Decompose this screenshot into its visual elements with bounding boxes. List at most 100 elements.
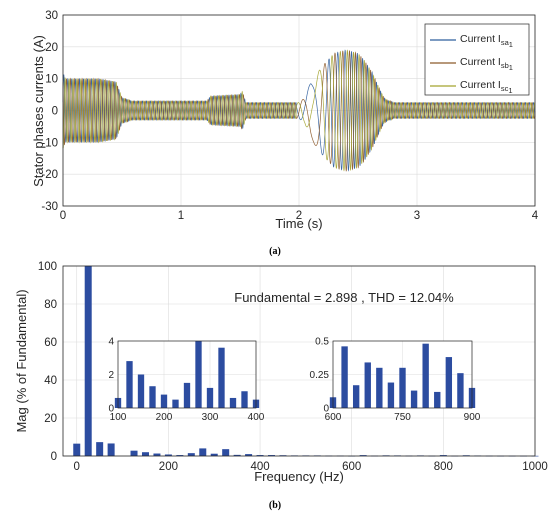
x-tick-label: 1000 <box>522 461 548 473</box>
inset-y-tick-label: 0.25 <box>310 370 330 381</box>
inset-bar-150hz <box>137 374 145 408</box>
y-tick-label: 0 <box>52 106 58 118</box>
inset-bar-825hz <box>434 391 441 408</box>
inset-bar-875hz <box>457 373 464 408</box>
x-tick-label: 1 <box>178 210 184 222</box>
panel-b-title: Fundamental = 2.898 , THD = 12.04% <box>234 290 454 305</box>
panel-a-tick-labels: 0 1 2 3 4 -30 -20 -10 0 10 20 30 <box>41 10 538 222</box>
bar-150hz <box>141 452 149 456</box>
inset-bar-675hz <box>364 362 371 408</box>
bar-125hz <box>130 450 138 456</box>
inset-100-400: 100 200 300 400 0 2 4 <box>108 337 264 424</box>
y-tick-label: -20 <box>41 169 58 181</box>
panel-b-x-axis-label: Frequency (Hz) <box>254 469 344 484</box>
inset-bar-300hz <box>206 387 214 408</box>
x-tick-label: 400 <box>250 461 269 473</box>
bar-625hz <box>359 455 367 456</box>
inset-y-tick-label: 0 <box>323 404 329 415</box>
x-tick-label: 600 <box>342 461 361 473</box>
inset-bar-350hz <box>229 397 237 408</box>
panel-b-axes-box <box>62 265 536 457</box>
inset-bar-275hz <box>195 341 202 408</box>
legend-label-sc: Current Isc1 <box>460 79 513 95</box>
panel-a: 0 1 2 3 4 -30 -20 -10 0 10 20 30 Time (s) Stator ph… <box>31 10 539 257</box>
inset-bar-125hz <box>126 361 133 408</box>
bar-350hz <box>233 454 241 456</box>
panel-b-caption: (b) <box>269 500 281 511</box>
y-tick-label: -30 <box>41 201 58 213</box>
bar-375hz <box>245 454 253 456</box>
bar-50hz <box>96 442 104 456</box>
inset-y-tick-label: 0 <box>108 404 114 415</box>
panel-a-series <box>62 49 536 172</box>
bar-400hz <box>256 455 264 456</box>
x-tick-label: 0 <box>74 461 80 473</box>
inset-axes-box <box>117 340 257 409</box>
x-tick-label: 0 <box>60 210 66 222</box>
x-tick-label: 800 <box>434 461 453 473</box>
inset-600-900: 600 750 900 0 0.25 0.5 <box>310 337 481 424</box>
panel-a-legend: Current Isa1 Current Isb1 Current Isc1 <box>424 23 530 96</box>
inset-bar-625hz <box>341 346 348 408</box>
inset-y-tick-label: 4 <box>108 337 114 348</box>
legend-box <box>424 23 530 96</box>
y-tick-label: 60 <box>44 337 57 349</box>
y-tick-label: 20 <box>44 413 57 425</box>
y-tick-label: 20 <box>45 42 58 54</box>
inset-axes-box <box>332 340 473 409</box>
x-tick-label: 200 <box>159 461 178 473</box>
series-line-sc <box>62 49 536 172</box>
y-tick-label: 100 <box>38 261 57 273</box>
bar-250hz <box>187 453 195 456</box>
bar-325hz <box>222 449 230 456</box>
y-tick-label: 80 <box>44 299 57 311</box>
x-tick-label: 2 <box>296 210 302 222</box>
bar-175hz <box>153 453 161 456</box>
bar-300hz <box>210 453 218 456</box>
x-tick-label: 3 <box>414 210 420 222</box>
legend-label-sb: Current Isb1 <box>460 56 513 72</box>
y-tick-label: 30 <box>45 10 58 22</box>
inset-bar-800hz <box>422 343 429 408</box>
inset-y-tick-label: 0.5 <box>315 337 329 348</box>
y-tick-label: 0 <box>51 451 57 463</box>
inset-x-tick-label: 200 <box>156 412 173 423</box>
inset-bar-775hz <box>410 390 418 408</box>
inset-x-tick-label: 750 <box>394 412 411 423</box>
series-line-sb <box>62 49 536 172</box>
inset-x-tick-label: 400 <box>248 412 265 423</box>
y-tick-label: -10 <box>41 137 58 149</box>
inset-bar-175hz <box>149 386 156 408</box>
inset-y-tick-label: 2 <box>108 370 114 381</box>
inset-bar-700hz <box>376 367 383 408</box>
inset-bar-225hz <box>172 399 179 408</box>
inset-x-tick-label: 300 <box>202 412 219 423</box>
y-tick-label: 40 <box>44 375 57 387</box>
bar-75hz <box>107 443 115 456</box>
inset-bar-200hz <box>160 394 168 408</box>
inset-bar-725hz <box>387 382 395 408</box>
panel-a-y-axis-label: Stator phases currents (A) <box>31 35 46 187</box>
bar-275hz <box>199 448 207 456</box>
bar-425hz <box>268 455 276 456</box>
bar-25hz <box>84 266 92 456</box>
series-line-sa <box>62 49 536 172</box>
inset-bar-850hz <box>445 357 453 408</box>
inset-x-tick-label: 900 <box>464 412 481 423</box>
y-tick-label: 10 <box>45 74 58 86</box>
panel-b-y-axis-label: Mag (% of Fundamental) <box>14 289 29 432</box>
inset-bar-375hz <box>241 391 248 408</box>
bar-800hz <box>439 455 447 456</box>
panel-a-caption: (a) <box>269 246 281 257</box>
panel-a-x-axis-label: Time (s) <box>275 216 322 231</box>
inset-bar-750hz <box>399 367 406 408</box>
bar-200hz <box>164 454 172 456</box>
panel-a-axes-box <box>62 14 536 207</box>
inset-bar-250hz <box>183 382 191 408</box>
x-tick-label: 4 <box>532 210 539 222</box>
inset-bar-650hz <box>352 385 360 408</box>
legend-label-sa: Current Isa1 <box>460 33 513 49</box>
